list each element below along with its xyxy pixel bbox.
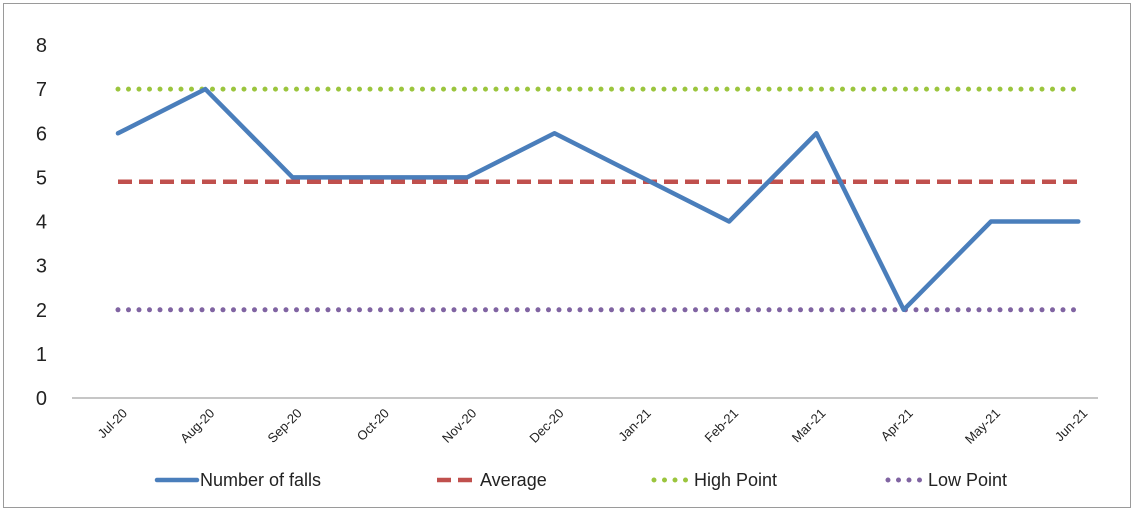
x-tick-label: Feb-21: [701, 406, 741, 446]
x-tick-label: Mar-21: [789, 406, 829, 446]
y-tick-label: 4: [36, 212, 47, 234]
y-tick-label: 0: [36, 388, 47, 410]
x-tick-label: May-21: [962, 406, 1003, 447]
legend-label: High Point: [694, 470, 777, 490]
y-tick-label: 7: [36, 79, 47, 101]
legend: Number of falls Average High Point Low Poin…: [154, 470, 1007, 490]
x-tick-label: Sep-20: [264, 406, 304, 446]
legend-label: Low Point: [928, 470, 1007, 490]
series-number-of-falls: [115, 86, 1081, 313]
x-tick-label: Dec-20: [526, 406, 566, 446]
x-tick-label: Jun-21: [1052, 406, 1091, 445]
legend-label: Number of falls: [200, 470, 321, 490]
legend-label: Average: [480, 470, 547, 490]
y-tick-label: 1: [36, 344, 47, 366]
x-tick-label: Aug-20: [177, 406, 217, 446]
x-tick-label: Jan-21: [615, 406, 654, 445]
y-tick-label: 6: [36, 123, 47, 145]
y-tick-label: 8: [36, 35, 47, 57]
x-tick-label: Apr-21: [878, 406, 916, 444]
y-tick-label: 3: [36, 256, 47, 278]
x-tick-label: Oct-20: [354, 406, 392, 444]
y-tick-label: 5: [36, 167, 47, 189]
y-tick-label: 2: [36, 300, 47, 322]
x-tick-label: Nov-20: [439, 406, 479, 446]
series-line: [115, 86, 1081, 313]
x-tick-label: Jul-20: [94, 406, 130, 442]
